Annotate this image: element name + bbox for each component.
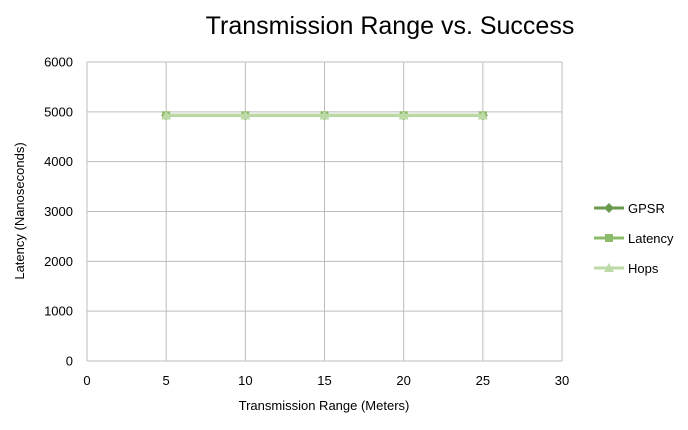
- data-point-hops: [161, 110, 172, 120]
- legend-item-gpsr: GPSR: [594, 201, 665, 216]
- legend-marker-hops: [604, 263, 614, 272]
- x-tick-label: 10: [238, 373, 252, 388]
- data-point-hops: [240, 110, 251, 120]
- legend: GPSR Latency Hops: [594, 201, 674, 276]
- y-tick-label: 2000: [44, 254, 73, 269]
- x-tick-label: 20: [396, 373, 410, 388]
- data-point-hops: [398, 110, 409, 120]
- y-tick-label: 5000: [44, 104, 73, 119]
- tick-layer: 0 1000 2000 3000 4000 5000 6000 0 5 10 15 20 25 30: [44, 55, 569, 389]
- legend-marker-latency: [605, 234, 613, 242]
- x-tick-label: 0: [83, 373, 90, 388]
- y-axis-title: Latency (Nanoseconds): [12, 142, 27, 279]
- data-point-hops: [477, 110, 488, 120]
- legend-item-hops: Hops: [594, 261, 659, 276]
- y-tick-label: 0: [66, 354, 73, 369]
- legend-label-latency: Latency: [628, 231, 674, 246]
- series-layer: [161, 110, 488, 121]
- y-tick-label: 1000: [44, 304, 73, 319]
- y-tick-label: 6000: [44, 55, 73, 70]
- x-axis-title: Transmission Range (Meters): [239, 398, 410, 413]
- legend-marker-gpsr: [604, 203, 614, 213]
- chart-title: Transmission Range vs. Success: [206, 12, 575, 40]
- legend-label-hops: Hops: [628, 261, 659, 276]
- x-tick-label: 15: [317, 373, 331, 388]
- data-point-hops: [319, 110, 330, 120]
- x-tick-label: 5: [163, 373, 170, 388]
- series-hops: [161, 110, 488, 120]
- legend-item-latency: Latency: [594, 231, 674, 246]
- x-tick-label: 25: [476, 373, 490, 388]
- x-tick-label: 30: [555, 373, 569, 388]
- y-tick-label: 4000: [44, 154, 73, 169]
- y-tick-label: 3000: [44, 204, 73, 219]
- legend-label-gpsr: GPSR: [628, 201, 665, 216]
